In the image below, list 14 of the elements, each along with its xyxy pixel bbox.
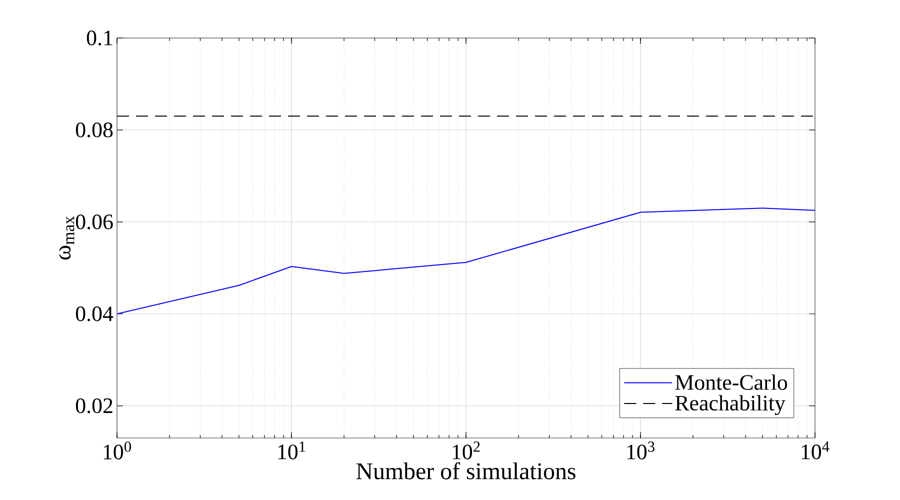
x-tick-label: 10$^{0}$ <box>104 442 131 460</box>
x-axis-title: Number of simulations <box>356 462 576 480</box>
y-tick-label: 0.04 <box>76 306 114 322</box>
y-tick-label: 0.1 <box>86 30 112 46</box>
y-tick-label: 0.06 <box>76 214 113 230</box>
legend-label: Monte-Carlo <box>675 374 788 390</box>
x-tick-label: 10$^{3}$ <box>627 442 654 460</box>
y-tick-label: 0.02 <box>76 398 112 414</box>
x-tick-label: 10$^{4}$ <box>802 442 830 460</box>
y-tick-label: 0.08 <box>76 122 113 138</box>
x-tick-label: 10$^{1}$ <box>278 442 306 460</box>
legend-label: Reachability <box>675 395 786 416</box>
y-axis-title: ω$_{max}$ <box>59 216 74 260</box>
x-tick-label: 10$^{2}$ <box>452 442 480 460</box>
